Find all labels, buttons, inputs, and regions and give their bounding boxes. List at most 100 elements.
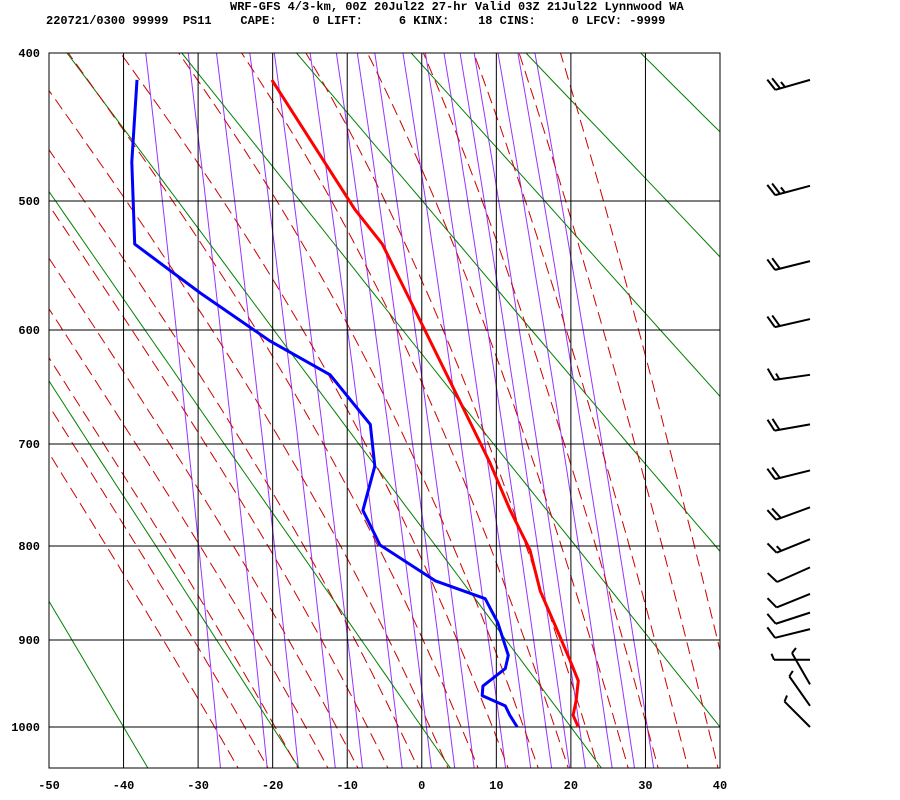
barb-staff: [774, 373, 811, 381]
moist-adiabat-line: [518, 53, 719, 768]
x-tick-label: 10: [489, 779, 503, 793]
barb-half: [770, 653, 775, 661]
wind-barb: [783, 695, 811, 728]
mixing-ratio-line: [459, 53, 571, 768]
barb-full: [766, 184, 777, 196]
moist-adiabat-line: [366, 53, 629, 768]
barb-staff: [783, 700, 811, 728]
y-tick-label: 400: [18, 47, 40, 61]
barb-full: [766, 468, 776, 480]
barb-full: [766, 572, 778, 583]
mixing-ratio-line: [497, 53, 613, 768]
moist-adiabat-line: [241, 53, 569, 768]
dry-adiabat-line: [295, 53, 720, 553]
barb-full: [771, 507, 782, 519]
profiles: [130, 79, 580, 728]
barb-full: [771, 182, 781, 195]
y-tick-label: 700: [18, 438, 40, 452]
barb-full: [771, 77, 781, 90]
barb-full: [766, 79, 777, 91]
wind-barb: [766, 368, 811, 381]
mixing-ratio-line: [473, 53, 586, 768]
y-tick-label: 800: [18, 540, 40, 554]
mixing-ratio-line: [534, 53, 655, 768]
barb-half: [791, 647, 797, 654]
x-tick-label: 30: [638, 779, 652, 793]
barb-half: [780, 186, 786, 194]
x-tick-label: 40: [713, 779, 727, 793]
wind-barb: [766, 593, 811, 609]
moist-adiabat-line: [119, 53, 509, 768]
barb-half: [775, 545, 782, 552]
wind-barb: [766, 418, 811, 432]
dry-adiabat-line: [721, 20, 900, 776]
barb-full: [771, 466, 781, 479]
dry-adiabat-line: [639, 53, 720, 133]
wind-barb: [766, 314, 811, 329]
moist-adiabat-line: [49, 356, 299, 768]
barb-full: [766, 626, 776, 639]
barb-staff: [774, 318, 811, 329]
wind-barb: [766, 611, 811, 625]
barb-staff: [774, 260, 811, 271]
barb-staff: [774, 184, 811, 197]
dry-adiabat-line: [410, 53, 720, 398]
mixing-ratio-line: [187, 53, 268, 768]
dry-adiabat-line: [181, 53, 720, 728]
barb-staff: [788, 675, 811, 707]
moist-adiabat-line: [559, 53, 720, 653]
barb-staff: [776, 593, 811, 609]
grid: [48, 52, 721, 769]
barb-staff: [774, 423, 811, 432]
mixing-ratio-line: [443, 53, 553, 768]
sounding-stats: 220721/0300 99999 PS11 CAPE: 0 LIFT: 6 K…: [46, 14, 666, 28]
barb-staff: [775, 78, 811, 91]
mixing-ratio-line: [424, 53, 532, 768]
wind-barb: [766, 506, 811, 521]
moist-adiabat-line: [49, 89, 449, 768]
barb-staff: [776, 566, 811, 583]
barb-full: [766, 315, 776, 328]
wind-barb: [791, 647, 811, 685]
barb-full: [766, 613, 777, 625]
moist-adiabat-line: [49, 452, 239, 768]
background-lines: [49, 20, 900, 776]
mixing-ratio-line: [215, 53, 299, 768]
moist-adiabat-line: [422, 53, 659, 768]
moist-adiabat-line: [49, 204, 389, 768]
mixing-ratio-line: [402, 53, 507, 768]
wind-barb: [770, 653, 810, 661]
moist-adiabat-line: [49, 148, 419, 768]
barb-staff: [774, 628, 811, 639]
x-tick-label: -40: [113, 779, 135, 793]
dry-adiabat-line: [834, 20, 900, 776]
chart-title: WRF-GFS 4/3-km, 00Z 20Jul22 27-hr Valid …: [230, 0, 684, 14]
barb-full: [766, 258, 776, 271]
wind-barbs: [766, 77, 811, 728]
y-tick-label: 500: [18, 195, 40, 209]
mixing-ratio-line: [356, 53, 456, 768]
moist-adiabat-line: [177, 53, 539, 768]
barb-full: [766, 368, 776, 381]
y-tick-label: 900: [18, 634, 40, 648]
plot-frame: [48, 52, 721, 769]
wind-barb: [766, 257, 811, 271]
barb-full: [771, 257, 781, 270]
barb-staff: [775, 506, 811, 521]
barb-half: [775, 373, 781, 380]
barb-full: [766, 509, 777, 521]
moist-adiabat-line: [473, 53, 689, 768]
wind-barb: [766, 77, 811, 91]
y-tick-label: 600: [18, 324, 40, 338]
barb-full: [771, 418, 781, 431]
mixing-ratio-line: [145, 53, 221, 768]
x-tick-label: 20: [564, 779, 578, 793]
temperature-line: [270, 79, 580, 728]
barb-half: [788, 670, 794, 677]
moist-adiabat-line: [49, 404, 269, 768]
tick-labels: -50 -40 -30 -20 -10 0 10 20 30 40 400 500 600 700 800 9…: [11, 47, 727, 793]
barb-full: [766, 419, 776, 432]
moist-adiabat-line: [49, 307, 329, 768]
x-tick-label: 0: [418, 779, 425, 793]
